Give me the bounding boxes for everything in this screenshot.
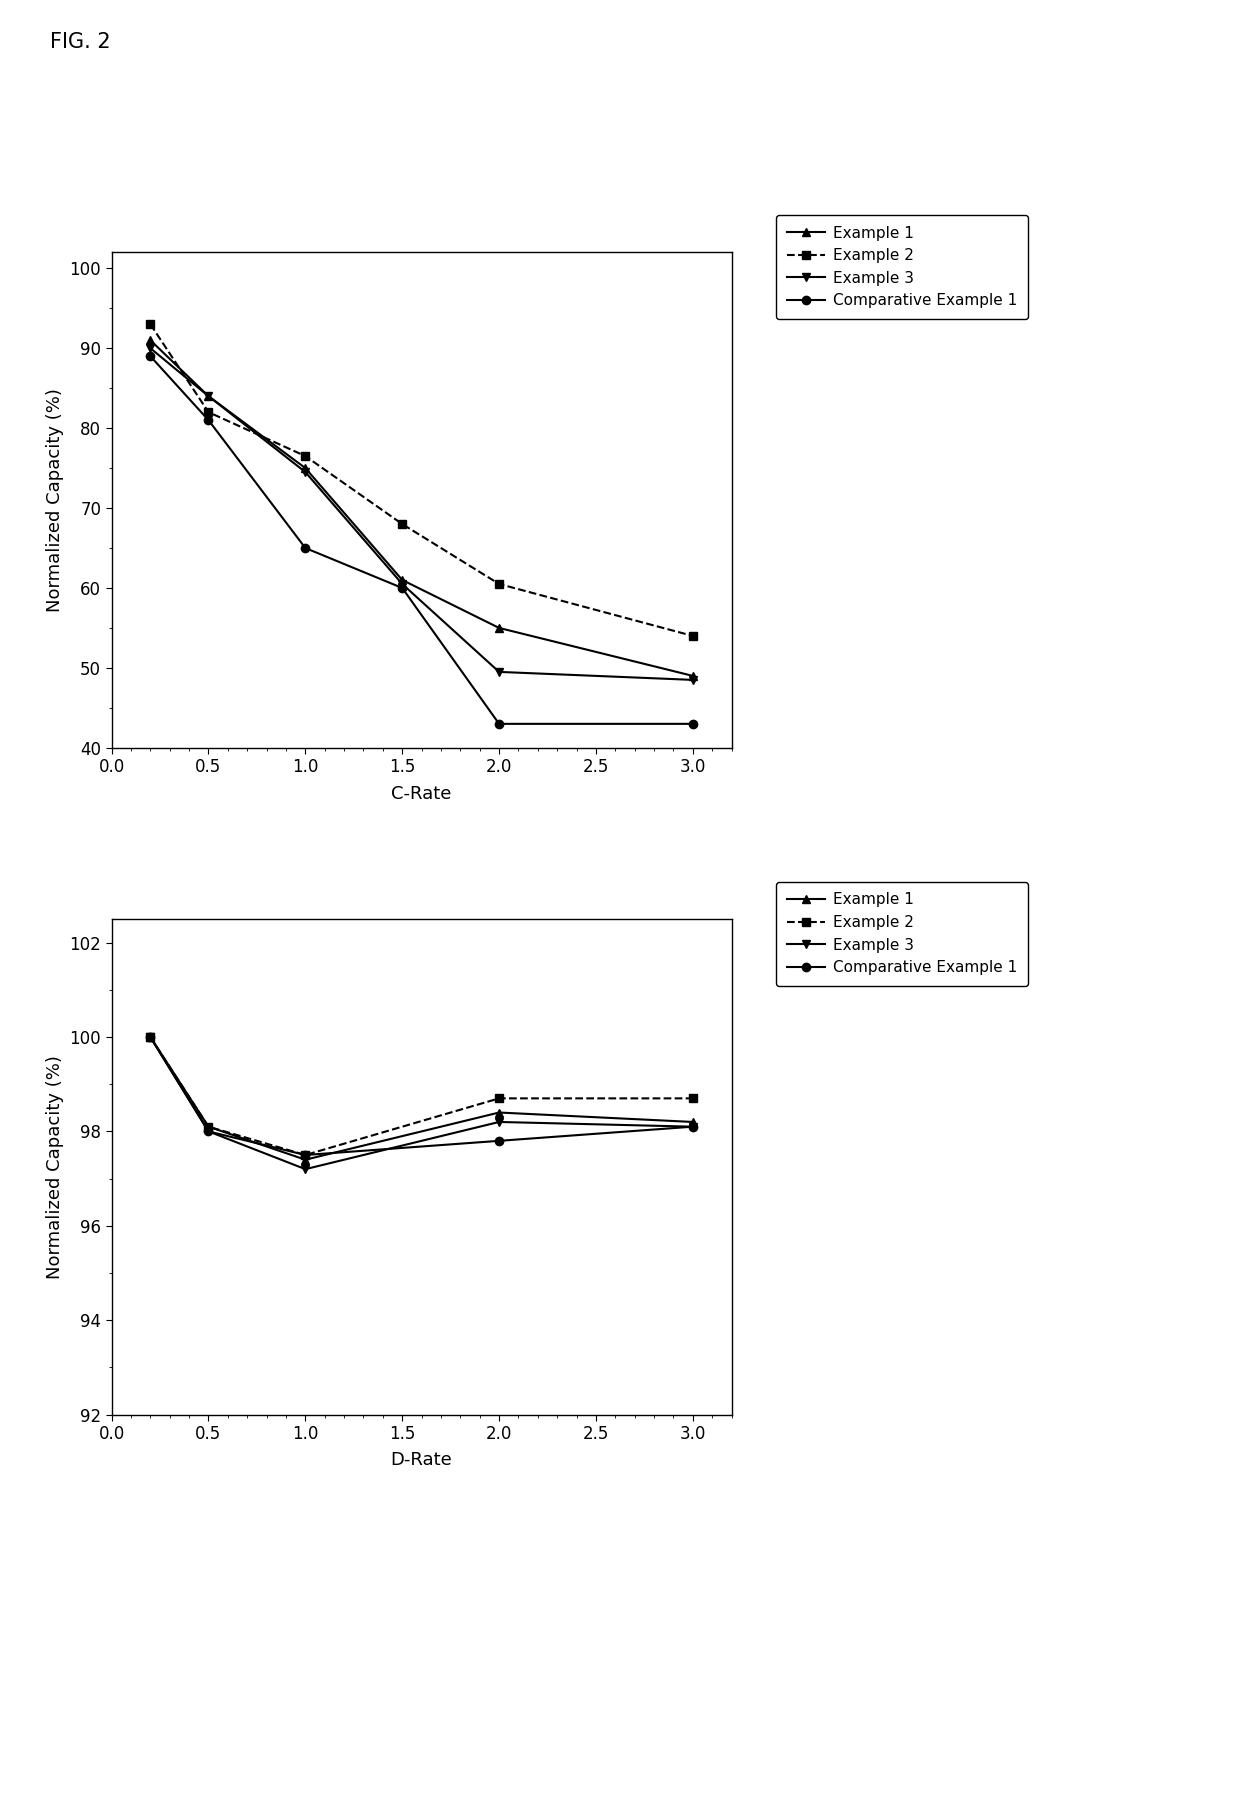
Y-axis label: Normalized Capacity (%): Normalized Capacity (%) [46, 1054, 64, 1279]
Text: FIG. 2: FIG. 2 [50, 32, 110, 52]
Y-axis label: Normalized Capacity (%): Normalized Capacity (%) [46, 387, 64, 613]
Legend: Example 1, Example 2, Example 3, Comparative Example 1: Example 1, Example 2, Example 3, Compara… [776, 881, 1028, 986]
Legend: Example 1, Example 2, Example 3, Comparative Example 1: Example 1, Example 2, Example 3, Compara… [776, 214, 1028, 319]
X-axis label: D-Rate: D-Rate [391, 1451, 453, 1469]
X-axis label: C-Rate: C-Rate [392, 784, 451, 802]
